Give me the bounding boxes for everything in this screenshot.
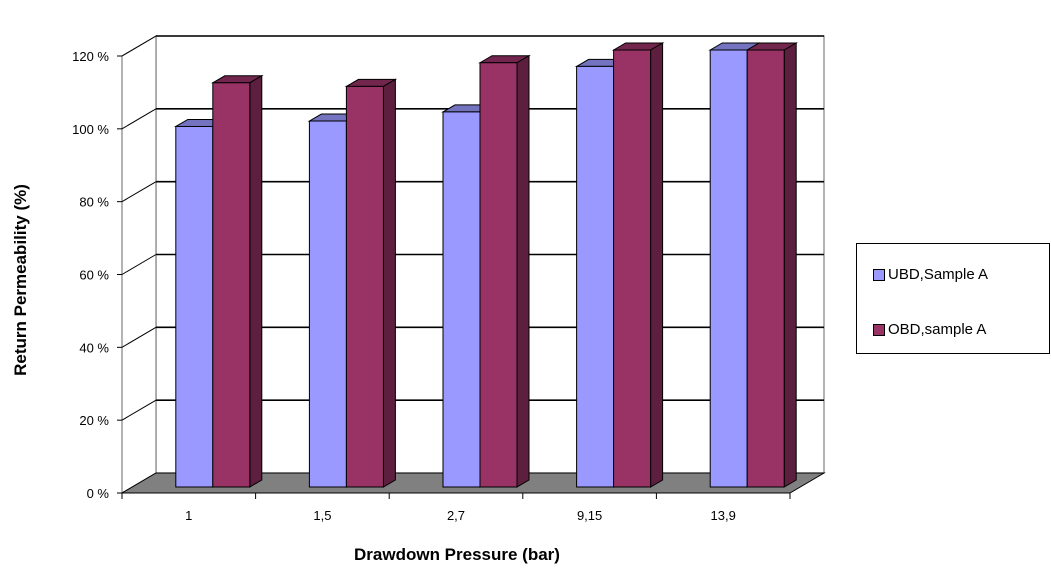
- y-tick-label: 80 %: [79, 195, 109, 210]
- bar-side: [382, 78, 396, 488]
- bar-side: [783, 42, 797, 488]
- legend: UBD,Sample A OBD,sample A: [856, 243, 1050, 354]
- y-tick-label: 60 %: [79, 268, 109, 283]
- y-tick-label: 0 %: [87, 486, 110, 501]
- x-tick-label: 2,7: [447, 508, 465, 523]
- legend-label-ubd: UBD,Sample A: [888, 266, 989, 283]
- gridline-depth: [121, 399, 157, 421]
- x-tick-label: 1: [185, 508, 192, 523]
- x-tick-labels: 1 1,5 2,7 9,15 13,9: [185, 508, 736, 523]
- gridline-depth: [121, 181, 157, 203]
- gridline-depth: [121, 108, 157, 130]
- bar: [344, 78, 398, 488]
- y-tick-label: 20 %: [79, 413, 109, 428]
- bar-front: [709, 49, 748, 488]
- legend-label-obd: OBD,sample A: [888, 321, 987, 338]
- bar-front: [442, 111, 481, 488]
- y-tick-label: 100 %: [72, 122, 109, 137]
- legend-swatch-ubd: [873, 268, 885, 281]
- bar: [478, 54, 531, 488]
- bar-front: [308, 120, 347, 488]
- bar-front: [345, 85, 384, 488]
- bar: [745, 42, 799, 488]
- bar: [611, 42, 665, 488]
- bar-side: [249, 74, 263, 488]
- bar-front: [212, 82, 251, 488]
- bar-front: [175, 125, 214, 488]
- bar-front: [479, 62, 518, 488]
- bar-front: [613, 49, 652, 488]
- legend-item-obd: OBD,sample A: [873, 321, 986, 338]
- y-tick-label: 120 %: [72, 49, 109, 64]
- gridline-depth: [121, 35, 157, 57]
- gridline-depth: [121, 326, 157, 348]
- y-tick-label: 40 %: [79, 340, 109, 355]
- x-tick-label: 1,5: [313, 508, 331, 523]
- y-tick-labels: 0 % 20 % 40 % 60 % 80 % 100 % 120 %: [72, 49, 109, 501]
- bar: [210, 74, 264, 488]
- x-axis-title: Drawdown Pressure (bar): [354, 545, 560, 564]
- bar-front: [746, 49, 785, 488]
- legend-item-ubd: UBD,Sample A: [873, 266, 988, 283]
- legend-swatch-obd: [873, 323, 885, 336]
- y-axis-title: Return Permeability (%): [11, 184, 30, 376]
- bars: [173, 42, 799, 488]
- bar-side: [516, 54, 530, 488]
- x-tick-label: 9,15: [577, 508, 602, 523]
- bar-front: [576, 65, 615, 488]
- axes: [117, 55, 791, 499]
- gridline-depth: [121, 254, 157, 275]
- bar-side: [650, 42, 664, 488]
- x-tick-label: 13,9: [711, 508, 736, 523]
